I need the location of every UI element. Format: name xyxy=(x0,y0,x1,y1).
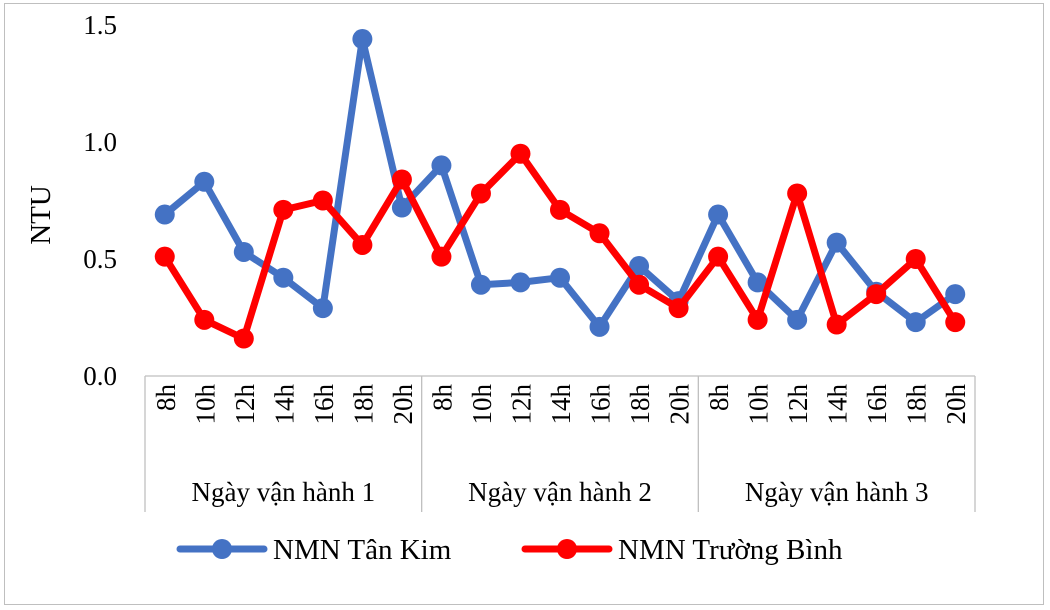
y-tick-label: 1.5 xyxy=(83,10,117,40)
y-axis-ticks: 0.0 0.5 1.0 1.5 xyxy=(83,10,117,391)
legend-marker xyxy=(212,539,232,559)
data-point xyxy=(550,267,570,288)
data-point xyxy=(589,223,610,244)
data-point xyxy=(194,171,215,192)
data-point xyxy=(826,232,847,253)
data-point xyxy=(510,272,531,293)
data-point xyxy=(391,169,412,190)
data-point xyxy=(747,309,768,330)
legend: NMN Tân Kim NMN Trường Bình xyxy=(176,534,843,566)
data-point xyxy=(905,249,926,269)
x-axis: 8h 10h 12h 14h 16h 18h 20h Ngày vận hành 1 8h 10h… xyxy=(144,375,976,512)
data-point xyxy=(945,312,966,333)
data-point xyxy=(866,284,887,305)
x-tick-label: 8h xyxy=(151,384,181,412)
data-point xyxy=(589,316,610,337)
legend-label: NMN Tân Kim xyxy=(273,534,452,566)
data-point xyxy=(194,309,215,330)
x-tick-label: 16h xyxy=(309,384,339,425)
y-tick-label: 0.0 xyxy=(83,361,117,391)
y-tick-label: 1.0 xyxy=(83,127,117,157)
x-tick-label: 20h xyxy=(388,384,418,425)
data-point xyxy=(945,284,966,305)
data-point xyxy=(312,190,333,211)
x-group-label: Ngày vận hành 1 xyxy=(191,477,375,507)
data-point xyxy=(787,183,808,204)
x-tick-label: 14h xyxy=(823,384,853,425)
x-tick-label: 10h xyxy=(744,384,774,425)
x-tick-label: 8h xyxy=(427,384,457,412)
x-tick-label: 18h xyxy=(902,384,932,425)
x-group-label: Ngày vận hành 3 xyxy=(745,477,929,507)
data-point xyxy=(273,267,294,288)
x-tick-label: 16h xyxy=(862,384,892,425)
data-point xyxy=(154,246,175,267)
data-point xyxy=(233,328,254,349)
data-point xyxy=(905,312,926,333)
data-point xyxy=(391,197,412,218)
data-point xyxy=(352,29,373,50)
legend-marker xyxy=(557,539,577,559)
x-tick-label: 12h xyxy=(506,384,536,425)
y-tick-label: 0.5 xyxy=(83,244,117,274)
data-point xyxy=(470,274,491,295)
data-point xyxy=(273,199,294,220)
x-tick-label: 12h xyxy=(230,384,260,425)
series-layer xyxy=(154,29,966,349)
y-axis-title-group: NTU xyxy=(25,185,57,245)
x-tick-label: 18h xyxy=(625,384,655,425)
chart-frame xyxy=(4,3,1044,605)
data-point xyxy=(708,204,729,225)
data-point xyxy=(352,234,373,255)
x-tick-label: 18h xyxy=(348,384,378,425)
data-point xyxy=(826,314,847,335)
x-tick-label: 20h xyxy=(665,384,695,425)
data-point xyxy=(629,274,650,295)
x-tick-label: 12h xyxy=(783,384,813,425)
data-point xyxy=(510,143,531,164)
data-point xyxy=(431,246,452,267)
legend-label: NMN Trường Bình xyxy=(618,534,843,566)
data-point xyxy=(550,199,570,220)
data-point xyxy=(629,256,650,277)
data-point xyxy=(668,298,689,319)
data-point xyxy=(470,183,491,204)
data-point xyxy=(708,246,729,267)
x-tick-label: 10h xyxy=(190,384,220,425)
x-tick-label: 20h xyxy=(941,384,971,425)
data-point xyxy=(154,204,175,225)
data-point xyxy=(312,298,333,319)
data-point xyxy=(431,155,452,176)
y-axis-title: NTU xyxy=(25,185,57,245)
data-point xyxy=(787,309,808,330)
x-tick-label: 10h xyxy=(467,384,497,425)
x-tick-label: 16h xyxy=(586,384,616,425)
x-group-label: Ngày vận hành 2 xyxy=(468,477,652,507)
data-point xyxy=(747,272,768,293)
x-tick-label: 14h xyxy=(269,384,299,425)
x-tick-label: 14h xyxy=(546,384,576,425)
data-point xyxy=(233,241,254,262)
x-tick-label: 8h xyxy=(704,384,734,412)
